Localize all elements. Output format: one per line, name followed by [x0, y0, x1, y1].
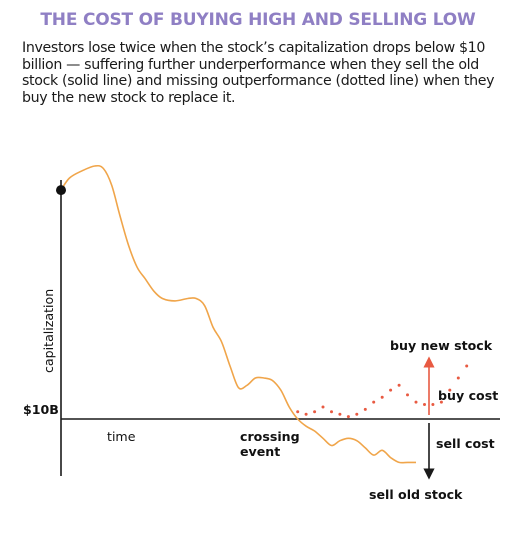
y-axis-label: capitalization [41, 289, 56, 373]
new-stock-dot [338, 412, 342, 416]
sell-old-stock-label: sell old stock [369, 487, 463, 502]
new-stock-dot [439, 400, 443, 404]
new-stock-dot [304, 412, 308, 416]
crossing-event-line-2: event [240, 444, 280, 459]
new-stock-dot [330, 410, 333, 414]
new-stock-dot [372, 400, 376, 404]
new-stock-dot [423, 403, 426, 406]
new-stock-dot [456, 376, 460, 380]
new-stock-dot [389, 388, 393, 392]
new-stock-dot [296, 410, 300, 414]
chart-marks [56, 164, 469, 464]
new-stock-dot [313, 410, 317, 414]
threshold-label: $10B [23, 402, 59, 417]
new-stock-dot [397, 383, 401, 387]
buy-cost-label: buy cost [438, 388, 498, 403]
old-stock-line [60, 164, 416, 464]
new-stock-dot [363, 407, 367, 411]
sell-cost-label: sell cost [436, 436, 495, 451]
new-stock-dot [465, 364, 469, 368]
crossing-event-line-1: crossing [240, 429, 300, 444]
x-axis-label: time [107, 429, 136, 444]
chart-subtitle: Investors lose twice when the stock’s ca… [22, 40, 495, 106]
new-stock-dot [448, 388, 452, 392]
new-stock-dot [380, 395, 384, 399]
new-stock-dot [321, 405, 325, 409]
new-stock-dot [355, 412, 359, 416]
buy-new-stock-label: buy new stock [390, 338, 493, 353]
crossing-event-label: crossing event [240, 429, 304, 459]
new-stock-dot [431, 403, 435, 406]
chart-title: THE COST OF BUYING HIGH AND SELLING LOW [40, 10, 476, 30]
start-point-marker [56, 185, 66, 196]
new-stock-dot [414, 400, 418, 404]
new-stock-dot [346, 415, 350, 419]
new-stock-dot [406, 393, 409, 397]
